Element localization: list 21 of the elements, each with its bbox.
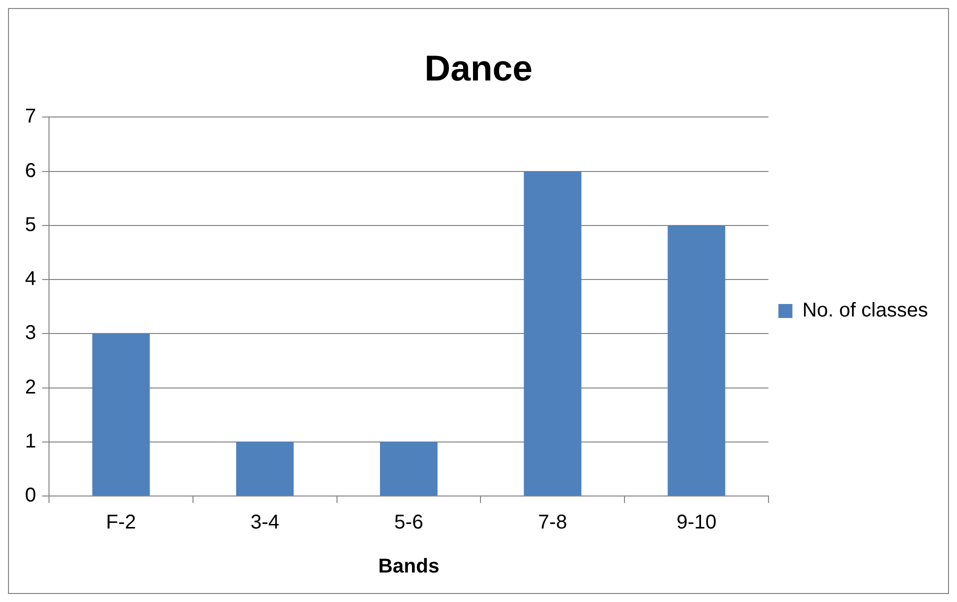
x-tick-label: 5-6	[394, 512, 424, 534]
bar	[380, 442, 438, 496]
y-tick-label: 0	[25, 484, 36, 507]
y-tick-label: 6	[25, 160, 36, 182]
y-tick-label: 2	[25, 376, 36, 398]
x-tick-label: 3-4	[250, 512, 280, 534]
y-tick-label: 7	[25, 106, 36, 128]
chart-title: Dance	[424, 48, 533, 89]
y-tick-label: 4	[25, 268, 36, 290]
x-tick-label: F-2	[106, 512, 136, 534]
bar	[524, 171, 582, 496]
y-tick-label: 5	[25, 214, 36, 236]
bar	[92, 334, 150, 496]
bar	[668, 225, 726, 496]
x-axis-title: Bands	[378, 556, 440, 578]
x-tick-label: 7-8	[538, 512, 568, 534]
y-tick-label: 1	[25, 430, 36, 452]
bar	[236, 442, 294, 496]
legend-label: No. of classes	[802, 300, 928, 322]
x-tick-label: 9-10	[676, 512, 716, 534]
y-tick-label: 3	[25, 322, 36, 344]
